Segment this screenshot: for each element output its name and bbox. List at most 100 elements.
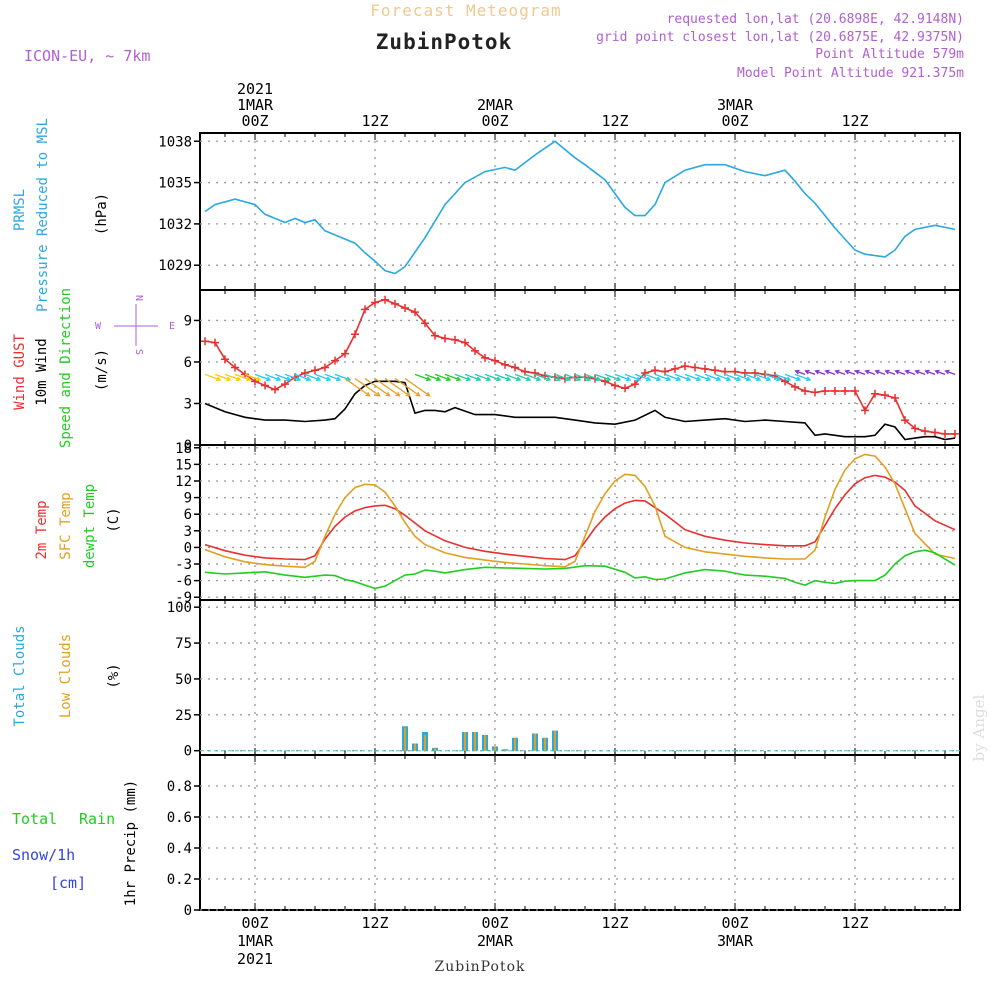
wind-arrow [895,370,906,376]
wind-arrow [825,370,836,376]
gust-marker [311,366,319,375]
wind-arrow [875,370,886,376]
wind-arrow-head [665,376,672,382]
gust-marker [791,382,799,391]
wind-arrow [534,373,551,381]
low-cloud-bar [504,749,506,751]
wind-arrow [634,373,651,381]
wind-arrow-head [615,376,622,382]
wind-arrow [394,378,420,397]
wind-arrow-head [834,369,840,375]
wind-arrow [915,370,926,376]
low-cloud-bar [514,737,516,751]
low-cloud-bar [474,732,476,751]
wind-arrow-head [655,376,662,382]
gust-marker [391,299,399,308]
wind-arrow [925,370,936,376]
wind-arrow-head [884,369,890,375]
wind-arrow [484,373,501,381]
wind-arrow-head [575,376,582,382]
pressure-label-unit: (hPa) [94,193,110,235]
wind-arrow [344,378,370,397]
gust-marker [811,388,819,397]
wind-arrow [354,378,380,397]
temp-label-sfc: SFC Temp [58,492,74,559]
wind-arrow [614,373,631,381]
wind-arrow [694,373,711,381]
temperature-ytick-label: 15 [175,457,192,473]
wind-arrow [935,370,946,376]
gust-marker [261,381,269,390]
gust-marker [831,387,839,396]
temperature-series-dewpt-temp [204,549,956,590]
clouds-ytick-label: 100 [167,600,192,616]
time-label-top: 00Z [481,112,508,130]
clouds-frame [199,599,961,756]
gust-marker [461,338,469,347]
pressure-label-prmsl: PRMSL [12,189,28,231]
gust-marker [931,428,939,437]
compass-west: W [95,321,102,332]
wind-arrow-head [854,369,860,375]
wind-arrow-head [385,391,391,397]
precip-frame [199,754,961,911]
wind-arrow [774,373,791,381]
wind-arrow [404,378,430,397]
time-label-top: 1MAR [237,96,274,114]
wind-arrow-head [585,376,592,382]
precip-ytick-label: 0.4 [167,841,192,857]
wind-ytick-label: 6 [184,355,192,371]
wind-arrow-head [515,376,522,382]
time-label-bottom: 3MAR [717,932,754,950]
wind-arrow-head [265,376,272,382]
gust-marker [691,363,699,372]
clouds-ytick-label: 25 [175,708,192,724]
gust-marker [891,393,899,402]
wind-arrow [474,373,491,381]
wind-arrow [444,373,461,381]
precip-label-rain: Rain [79,810,115,828]
wind-arrow [364,378,390,397]
wind-arrow [544,373,561,381]
cloud-label-unit: (%) [106,663,122,688]
wind-arrow [945,370,956,376]
wind-arrow [744,373,761,381]
wind-arrow-head [705,376,712,382]
wind-arrow [374,378,400,397]
wind-arrow [514,373,531,381]
wind-arrow-head [495,376,502,382]
time-label-bottom: 00Z [481,914,508,932]
wind-arrow-head [425,391,431,397]
time-label-top: 00Z [241,112,268,130]
wind-arrow-head [405,391,411,397]
time-label-top: 3MAR [717,96,754,114]
time-label-bottom: 00Z [721,914,748,932]
gust-marker [381,295,389,304]
wind-arrow-head [805,376,812,382]
wind-arrow [855,370,866,376]
wind-arrow-head [285,376,292,382]
wind-arrow [424,373,441,381]
wind-arrow [764,373,781,381]
temperature-labels: 2m Temp SFC Temp dewpt Temp (C) [34,484,122,568]
pressure-labels: PRMSL Pressure Reduced to MSL (hPa) [12,118,110,312]
pressure-panel: 1029 1032 1035 1038 [158,132,961,291]
wind-arrow-head [685,376,692,382]
wind-labels: Wind GUST 10m Wind Speed and Direction (… [12,288,175,448]
wind-arrow-head [535,376,542,382]
wind-arrow [284,373,301,381]
gust-marker [511,363,519,372]
wind-arrow-head [485,376,492,382]
wind-arrow-head [245,376,252,382]
gust-marker [731,367,739,376]
gust-marker [481,353,489,362]
wind-arrow [564,373,581,381]
wind-arrow-head [794,369,800,375]
temperature-ytick-label: 18 [175,441,192,457]
temperature-ytick-label: 6 [184,507,192,523]
low-cloud-bar [424,734,426,751]
gust-marker [901,416,909,425]
precip-ytick-label: 0.2 [167,872,192,888]
pressure-label-msl: Pressure Reduced to MSL [35,118,51,312]
